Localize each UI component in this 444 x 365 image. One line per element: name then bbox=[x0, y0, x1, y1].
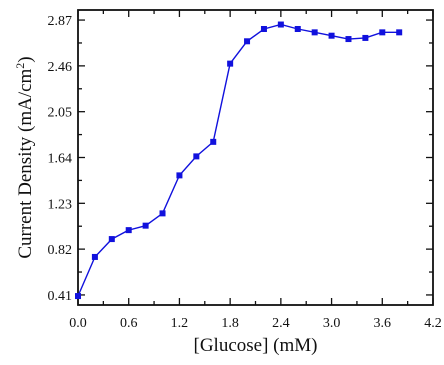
y-tick-label: 0.41 bbox=[48, 289, 73, 304]
y-axis-title-main: Current Density (mA/cm bbox=[15, 68, 36, 258]
plot-frame bbox=[77, 9, 434, 306]
y-tick-label: 1.64 bbox=[48, 152, 73, 167]
y-tick-label: 2.05 bbox=[48, 106, 73, 121]
data-point-marker bbox=[210, 138, 217, 145]
x-axis-title: [Glucose] (mM) bbox=[194, 335, 318, 356]
data-point-marker bbox=[311, 29, 318, 36]
data-point-marker bbox=[379, 29, 386, 36]
y-tick-label: 0.82 bbox=[48, 243, 73, 258]
data-point-marker bbox=[345, 36, 352, 43]
data-point-marker bbox=[227, 60, 234, 67]
data-point-marker bbox=[108, 236, 115, 243]
x-tick-label: 0.6 bbox=[120, 316, 138, 331]
x-tick-label: 1.2 bbox=[171, 316, 189, 331]
data-point-marker bbox=[75, 293, 81, 300]
data-point-marker bbox=[91, 253, 98, 260]
y-tick-label: 1.23 bbox=[48, 197, 73, 212]
data-point-marker bbox=[125, 227, 132, 234]
y-axis-title: Current Density (mA/cm2) bbox=[13, 56, 36, 258]
x-tick-label: 3.0 bbox=[323, 316, 341, 331]
x-tick-label: 2.4 bbox=[272, 316, 290, 331]
data-point-marker bbox=[244, 38, 251, 45]
data-point-marker bbox=[328, 32, 335, 39]
data-point-marker bbox=[193, 153, 200, 160]
y-axis-title-superscript: 2 bbox=[13, 63, 27, 69]
data-point-marker bbox=[294, 25, 301, 32]
data-point-marker bbox=[396, 29, 403, 36]
major-ticks bbox=[77, 10, 434, 305]
data-point-marker bbox=[159, 210, 166, 217]
x-tick-label: 0.0 bbox=[69, 316, 87, 331]
x-tick-label: 3.6 bbox=[374, 316, 392, 331]
y-axis-title-end: ) bbox=[15, 56, 36, 62]
series-line bbox=[77, 23, 400, 297]
data-point-marker bbox=[362, 34, 369, 41]
series-layer bbox=[75, 21, 403, 300]
y-tick-label: 2.46 bbox=[48, 60, 73, 75]
x-tick-labels: 0.0 0.6 1.2 1.8 2.4 3.0 3.6 4.2 bbox=[69, 316, 442, 331]
y-tick-label: 2.87 bbox=[48, 14, 73, 29]
data-point-marker bbox=[277, 21, 284, 28]
x-tick-label: 1.8 bbox=[221, 316, 239, 331]
y-tick-labels: 0.41 0.82 1.23 1.64 2.05 2.46 2.87 bbox=[48, 14, 73, 304]
data-point-marker bbox=[260, 25, 267, 32]
x-tick-label: 4.2 bbox=[424, 316, 442, 331]
minor-ticks bbox=[78, 10, 433, 305]
data-point-marker bbox=[142, 222, 149, 229]
data-point-marker bbox=[176, 172, 183, 179]
